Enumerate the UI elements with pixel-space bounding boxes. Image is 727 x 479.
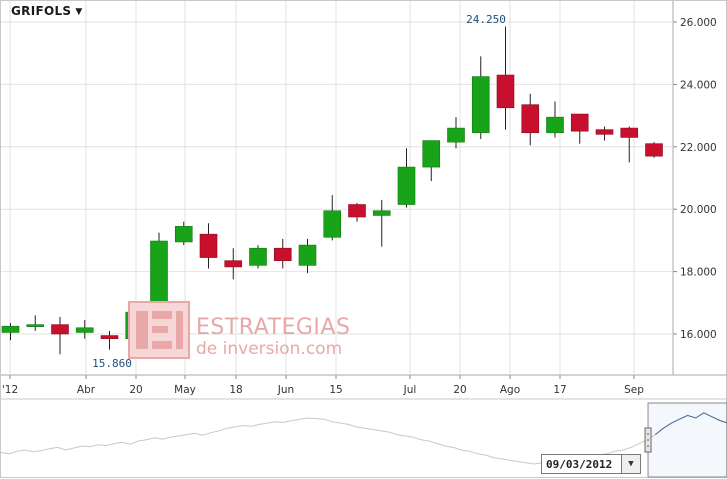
candle-body: [26, 324, 45, 327]
date-selector[interactable]: 09/03/2012 ▼: [541, 454, 641, 474]
candle-body: [199, 233, 218, 258]
candle: [224, 248, 243, 280]
candle: [298, 238, 317, 274]
candle: [125, 310, 144, 341]
x-tick-label: Abr: [77, 384, 96, 396]
plot-area: [1, 1, 673, 375]
x-axis: '12 Abr 20 May 18 Jun 15 Jul 20 Ago 17 Sep: [2, 375, 644, 396]
candle-body: [422, 140, 441, 168]
candle-body: [273, 247, 292, 261]
y-tick-label: 20.000: [680, 204, 717, 216]
candle: [150, 232, 168, 319]
candle-body: [595, 129, 614, 135]
candle: [595, 126, 614, 141]
candle-body: [100, 335, 119, 339]
x-tick-label: May: [174, 384, 196, 396]
candle-body: [75, 327, 94, 333]
x-tick-label: 15: [329, 384, 342, 396]
candle: [521, 93, 540, 146]
candle: [100, 330, 119, 350]
candle-body: [496, 74, 515, 109]
x-tick-label: Ago: [500, 384, 520, 396]
x-tick-label: 20: [129, 384, 142, 396]
navigator-area[interactable]: [1, 402, 727, 478]
ticker-selector[interactable]: GRIFOLS ▼: [11, 4, 83, 18]
candle: [174, 221, 193, 246]
candle: [546, 101, 564, 138]
candle: [26, 315, 45, 331]
candle: [51, 316, 69, 355]
candle: [323, 195, 342, 241]
date-dropdown-button[interactable]: ▼: [621, 455, 640, 473]
candle-body: [447, 127, 465, 143]
candle-body: [570, 113, 589, 132]
navigator-selected-line: [654, 412, 727, 435]
x-tick-label: Jul: [403, 384, 417, 396]
candle: [620, 126, 639, 163]
candle-body: [249, 247, 267, 266]
candle-body: [372, 210, 391, 216]
candle-body: [323, 210, 342, 238]
candle-body: [51, 324, 69, 335]
x-tick-label: Sep: [624, 384, 644, 396]
candle: [75, 319, 94, 339]
low-annotation: 15.860: [92, 357, 132, 370]
candle: [397, 148, 416, 208]
ticker-label: GRIFOLS: [11, 4, 72, 18]
y-tick-label: 26.000: [680, 17, 717, 29]
x-tick-label: 17: [553, 384, 566, 396]
candle-body: [174, 226, 193, 243]
candle: [422, 140, 441, 182]
y-tick-label: 16.000: [680, 329, 717, 341]
y-tick-label: 22.000: [680, 142, 717, 154]
candle-body: [150, 240, 168, 313]
candle-body: [471, 76, 490, 134]
candle: [645, 142, 663, 158]
candle: [199, 223, 218, 269]
navigator-line: [1, 412, 727, 465]
candle-body: [521, 104, 540, 134]
y-tick-label: 18.000: [680, 267, 717, 279]
candle: [273, 238, 292, 269]
dropdown-caret-icon: ▼: [75, 7, 83, 17]
y-tick-label: 24.000: [680, 79, 717, 91]
candle-body: [224, 260, 243, 268]
candles: [1, 26, 663, 355]
candle-body: [397, 166, 416, 205]
candle-body: [546, 116, 564, 134]
candle: [372, 199, 391, 247]
x-tick-label: Jun: [277, 384, 294, 396]
candle-body: [125, 311, 144, 339]
candle: [447, 117, 465, 149]
date-value: 09/03/2012: [546, 458, 613, 471]
x-tick-label: 20: [453, 384, 466, 396]
candle: [348, 202, 366, 222]
candle-body: [348, 204, 366, 218]
candle-body: [620, 127, 639, 138]
annotations: 24.250 15.860: [92, 13, 506, 370]
navigator-selection[interactable]: [647, 402, 727, 478]
candle-body: [298, 244, 317, 266]
y-axis: 16.000 18.000 20.000 22.000 24.000 26.000: [673, 17, 717, 341]
candle: [249, 245, 267, 269]
high-annotation: 24.250: [466, 13, 506, 26]
candle: [471, 56, 490, 139]
candle-body: [1, 325, 20, 333]
x-tick-label: '12: [2, 384, 18, 396]
x-tick-label: 18: [229, 384, 242, 396]
grid-lines: [1, 1, 673, 375]
candle: [1, 323, 20, 341]
candle: [496, 26, 515, 130]
candle: [570, 113, 589, 144]
candle-body: [645, 143, 663, 157]
